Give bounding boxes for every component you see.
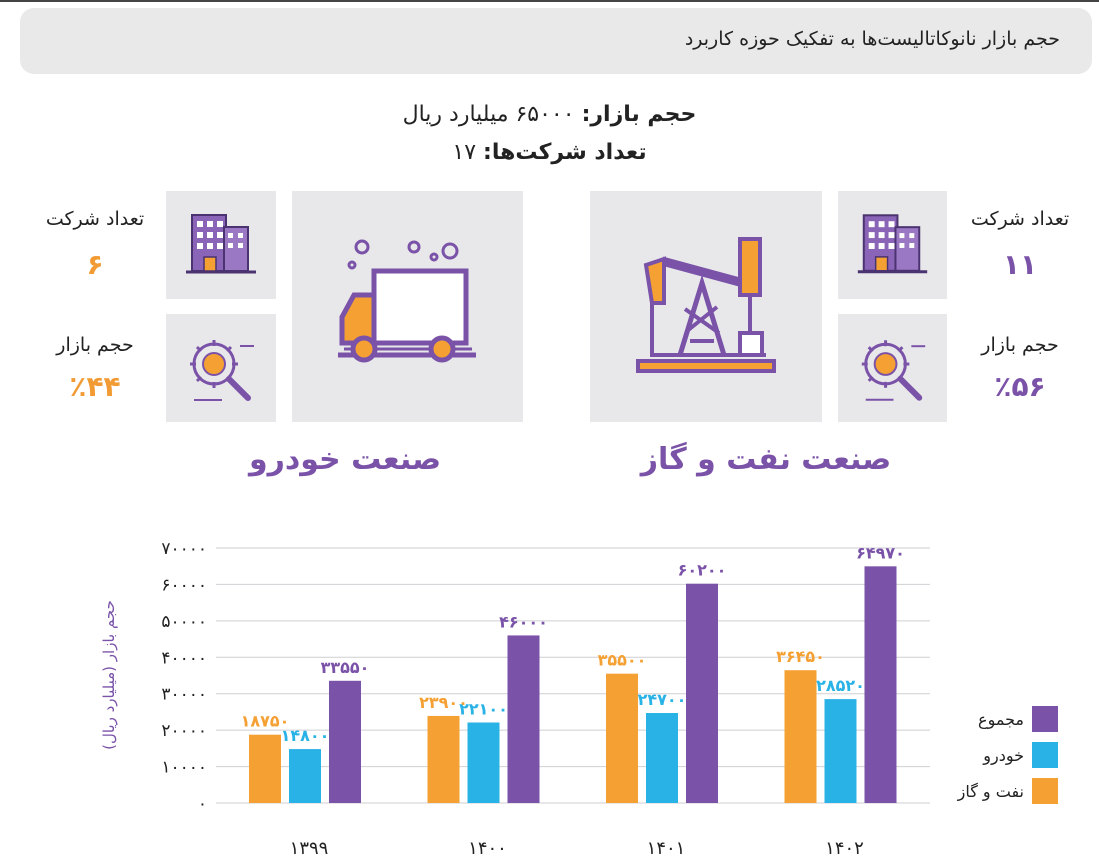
oil-gas-companies-label: تعداد شرکت <box>970 208 1070 230</box>
bar <box>289 749 321 803</box>
auto-building-tile <box>166 191 276 299</box>
market-size-line: حجم بازار: ۶۵۰۰۰ میلیارد ریال <box>0 102 1099 127</box>
bar <box>507 635 540 803</box>
legend-label: نفت و گاز <box>957 782 1024 802</box>
oil-gas-market-tile <box>838 314 947 422</box>
oil-gas-companies-value: ۱۱ <box>1002 248 1038 281</box>
legend-swatch <box>1032 778 1058 804</box>
companies-count-label: تعداد شرکت‌ها: <box>483 140 647 165</box>
title-bar: حجم بازار نانوکاتالیست‌ها به تفکیک حوزه … <box>20 8 1092 74</box>
gear-magnifier-icon <box>861 340 926 401</box>
oil-gas-industry-title: صنعت نفت و گاز <box>640 442 892 477</box>
office-building-icon <box>186 214 256 274</box>
x-tick-label: ۱۴۰۰ <box>468 838 507 859</box>
bar <box>824 699 857 803</box>
x-tick-label: ۱۳۹۹ <box>290 838 329 859</box>
data-label: ۳۵۵۰۰ <box>598 651 647 670</box>
page-title: حجم بازار نانوکاتالیست‌ها به تفکیک حوزه … <box>684 28 1060 50</box>
auto-market-label: حجم بازار <box>56 334 134 356</box>
bar <box>784 670 817 803</box>
data-label: ۱۴۸۰۰ <box>281 726 330 745</box>
bar <box>427 715 460 803</box>
bar <box>686 583 718 803</box>
y-axis-label: حجم بازار (میلیارد ریال) <box>100 600 118 750</box>
data-label: ۴۶۰۰۰ <box>499 612 548 631</box>
y-tick-label: ۳۰۰۰۰ <box>161 685 207 705</box>
legend-swatch <box>1032 706 1058 732</box>
data-label: ۲۳۹۰۰ <box>419 693 468 712</box>
companies-count-value: ۱۷ <box>452 140 477 165</box>
y-tick-label: ۰ <box>198 794 207 814</box>
data-label: ۳۶۴۵۰ <box>776 647 825 666</box>
auto-industry-title: صنعت خودرو <box>248 442 442 477</box>
y-tick-label: ۱۰۰۰۰ <box>161 758 207 778</box>
y-tick-label: ۲۰۰۰۰ <box>161 721 207 741</box>
market-size-label: حجم بازار: <box>581 102 697 127</box>
oil-gas-market-label: حجم بازار <box>981 334 1059 356</box>
top-border <box>0 0 1099 2</box>
bar <box>467 722 500 803</box>
data-label: ۳۳۵۵۰ <box>321 658 370 677</box>
companies-count-line: تعداد شرکت‌ها: ۱۷ <box>0 140 1099 165</box>
auto-industry-tile <box>292 191 523 422</box>
oil-pumpjack-icon <box>636 237 776 373</box>
auto-companies-value: ۶ <box>86 248 104 281</box>
y-tick-label: ۴۰۰۰۰ <box>161 648 207 668</box>
bar <box>606 673 638 803</box>
auto-market-value: ٪۴۴ <box>69 370 121 403</box>
gear-magnifier-icon <box>190 340 254 401</box>
x-tick-label: ۱۴۰۱ <box>647 838 686 859</box>
legend-label: خودرو <box>982 746 1024 766</box>
bar <box>864 566 897 803</box>
market-size-value: ۶۵۰۰۰ میلیارد ریال <box>402 102 575 127</box>
oil-gas-building-tile <box>838 191 947 299</box>
legend-swatch <box>1032 742 1058 768</box>
data-label: ۲۴۷۰۰ <box>638 690 687 709</box>
data-label: ۱۸۷۵۰ <box>241 712 290 731</box>
data-label: ۶۴۹۷۰ <box>856 543 905 562</box>
data-label: ۲۸۵۲۰ <box>816 676 865 695</box>
legend-label: مجموع <box>978 710 1024 730</box>
oil-gas-industry-tile <box>590 191 822 422</box>
bar <box>329 680 361 803</box>
x-tick-label: ۱۴۰۲ <box>825 838 864 859</box>
auto-companies-label: تعداد شرکت <box>45 208 145 230</box>
bar <box>249 734 281 803</box>
auto-market-tile <box>166 314 276 422</box>
bar <box>646 713 678 803</box>
office-building-icon <box>857 214 928 274</box>
oil-gas-market-value: ٪۵۶ <box>994 370 1046 403</box>
data-label: ۶۰۲۰۰ <box>678 561 727 580</box>
data-label: ۲۲۱۰۰ <box>459 699 508 718</box>
y-tick-label: ۶۰۰۰۰ <box>161 575 207 595</box>
y-tick-label: ۵۰۰۰۰ <box>161 612 207 632</box>
y-tick-label: ۷۰۰۰۰ <box>161 539 207 559</box>
truck-icon <box>338 239 476 363</box>
